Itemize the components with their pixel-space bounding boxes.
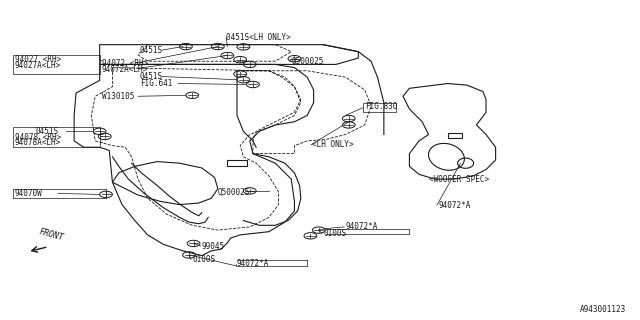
Text: 94072*A: 94072*A	[438, 201, 470, 210]
Text: 99045: 99045	[202, 242, 225, 251]
Bar	[363, 103, 396, 112]
Text: 0100S: 0100S	[323, 229, 346, 238]
Text: 94072*A: 94072*A	[346, 222, 378, 231]
Text: <WOOFER SPEC>: <WOOFER SPEC>	[429, 175, 489, 184]
Text: 0100S: 0100S	[192, 255, 216, 264]
Text: 94072 <RH>: 94072 <RH>	[102, 59, 148, 68]
Text: 94070W: 94070W	[15, 189, 42, 198]
Text: Q500025: Q500025	[291, 57, 324, 66]
Text: FIG.830: FIG.830	[365, 102, 397, 111]
Bar	[448, 133, 462, 138]
Text: FRONT: FRONT	[38, 228, 64, 243]
Text: FIG.641: FIG.641	[140, 79, 172, 88]
Text: 0451S: 0451S	[36, 127, 59, 136]
Text: 94072*A: 94072*A	[237, 259, 269, 268]
Text: 0451S<LH ONLY>: 0451S<LH ONLY>	[226, 33, 291, 42]
Text: Q500025: Q500025	[218, 188, 250, 197]
Text: 94072A<LH>: 94072A<LH>	[102, 65, 148, 74]
Text: <LH ONLY>: <LH ONLY>	[312, 140, 354, 149]
Text: 94027A<LH>: 94027A<LH>	[15, 61, 61, 70]
Text: 94078 <RH>: 94078 <RH>	[15, 132, 61, 141]
Bar	[227, 160, 246, 166]
Text: 0451S: 0451S	[140, 45, 163, 55]
Text: 94027 <RH>: 94027 <RH>	[15, 55, 61, 64]
Text: 0451S: 0451S	[140, 72, 163, 81]
Text: 94078A<LH>: 94078A<LH>	[15, 138, 61, 147]
Text: A943001123: A943001123	[580, 305, 627, 314]
Text: W130105: W130105	[102, 92, 134, 101]
